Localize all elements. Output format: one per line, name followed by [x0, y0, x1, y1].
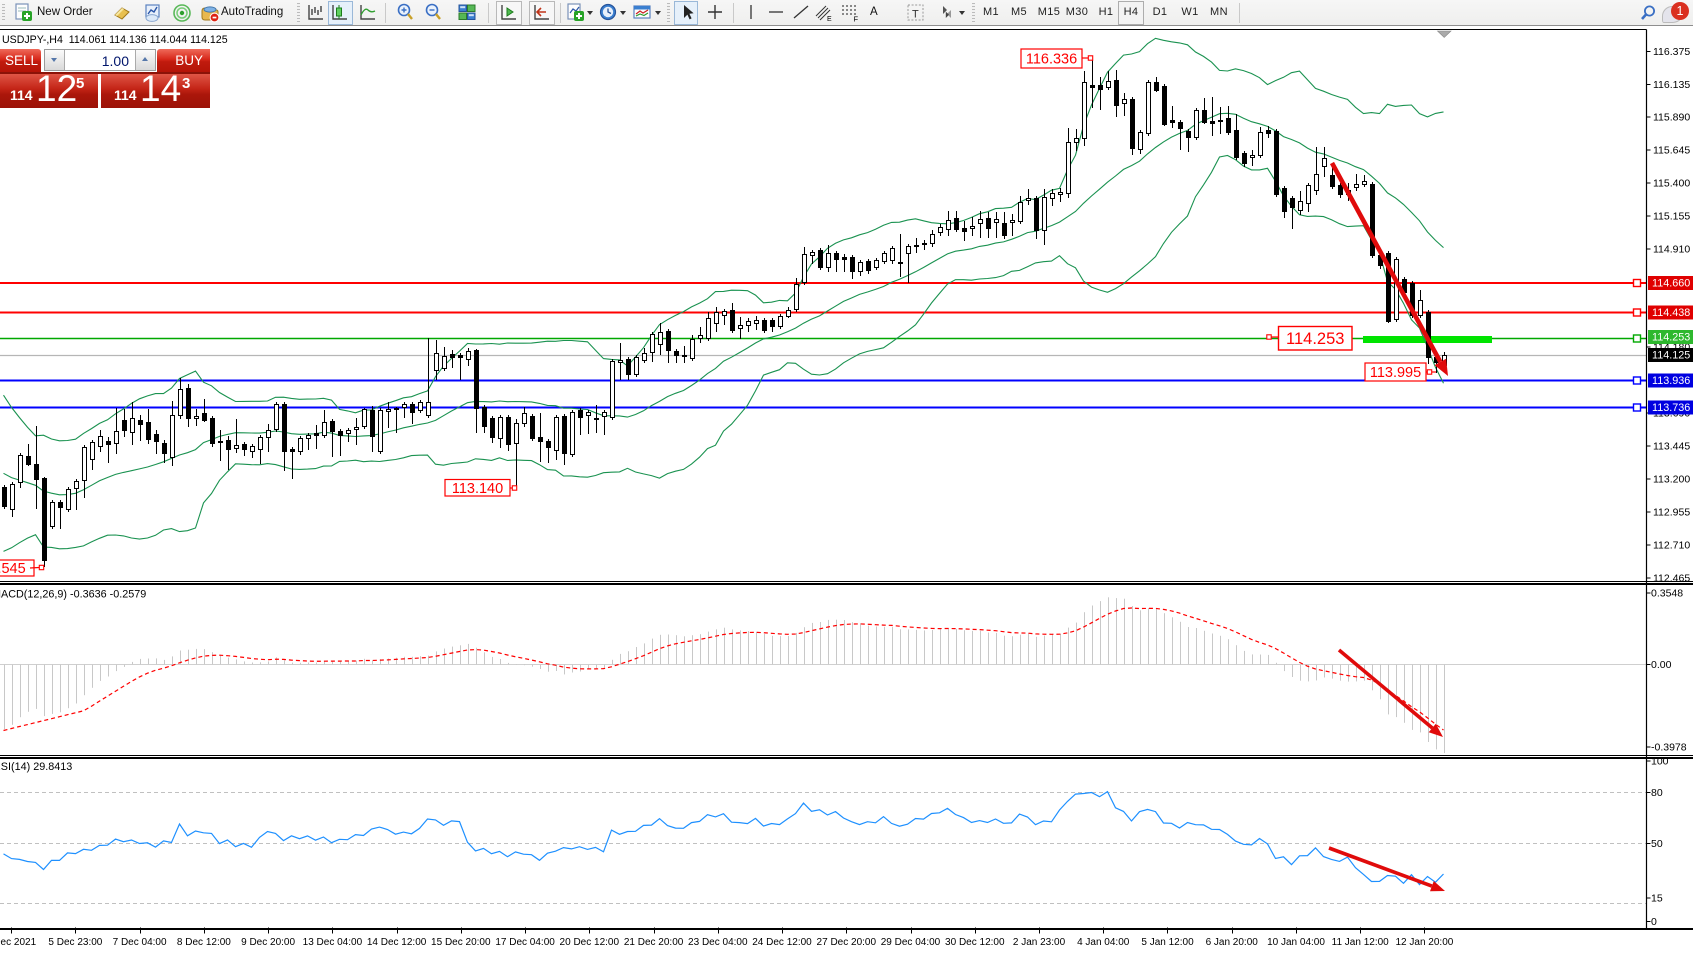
svg-text:0.00: 0.00	[1651, 659, 1672, 671]
svg-text:116.375: 116.375	[1653, 46, 1690, 58]
svg-text:14 Dec 12:00: 14 Dec 12:00	[367, 937, 427, 948]
svg-text:29 Dec 04:00: 29 Dec 04:00	[881, 937, 941, 948]
svg-text:115.400: 115.400	[1653, 178, 1690, 190]
svg-text:116.336: 116.336	[1026, 52, 1077, 68]
svg-text:21 Dec 20:00: 21 Dec 20:00	[624, 937, 684, 948]
svg-text:115.890: 115.890	[1653, 112, 1690, 124]
svg-text:27 Dec 20:00: 27 Dec 20:00	[817, 937, 877, 948]
svg-text:113.140: 113.140	[452, 481, 503, 497]
svg-text:112.465: 112.465	[1653, 573, 1690, 585]
svg-text:112.955: 112.955	[1653, 507, 1690, 519]
svg-text:MACD(12,26,9) -0.3636 -0.2579: MACD(12,26,9) -0.3636 -0.2579	[0, 589, 146, 601]
svg-text:6 Jan 20:00: 6 Jan 20:00	[1206, 937, 1259, 948]
svg-text:USDJPY-,H4 114.061 114.136 11: USDJPY-,H4 114.061 114.136 114.044 114.1…	[2, 34, 228, 46]
svg-text:114.125: 114.125	[1652, 350, 1690, 362]
svg-text:7 Dec 04:00: 7 Dec 04:00	[113, 937, 167, 948]
svg-text:15: 15	[1651, 893, 1663, 905]
svg-text:23 Dec 04:00: 23 Dec 04:00	[688, 937, 748, 948]
svg-text:9 Dec 20:00: 9 Dec 20:00	[241, 937, 295, 948]
svg-text:T: T	[912, 9, 919, 21]
svg-text:13 Dec 04:00: 13 Dec 04:00	[303, 937, 363, 948]
svg-text:12 Jan 20:00: 12 Jan 20:00	[1395, 937, 1453, 948]
svg-text:20 Dec 12:00: 20 Dec 12:00	[560, 937, 620, 948]
svg-text:113.736: 113.736	[1652, 402, 1690, 414]
svg-text:115.645: 115.645	[1653, 145, 1690, 157]
svg-text:112.710: 112.710	[1653, 540, 1690, 552]
svg-text:F: F	[854, 15, 859, 24]
svg-text:114.253: 114.253	[1652, 332, 1690, 344]
svg-text:3 Dec 2021: 3 Dec 2021	[0, 937, 37, 948]
svg-text:4 Jan 04:00: 4 Jan 04:00	[1077, 937, 1130, 948]
svg-text:5 Jan 12:00: 5 Jan 12:00	[1141, 937, 1194, 948]
svg-text:112.545: 112.545	[0, 561, 26, 577]
svg-text:100: 100	[1651, 756, 1669, 768]
svg-text:113.936: 113.936	[1652, 375, 1690, 387]
svg-text:17 Dec 04:00: 17 Dec 04:00	[495, 937, 555, 948]
svg-text:-0.3978: -0.3978	[1651, 742, 1687, 754]
svg-text:113.445: 113.445	[1653, 441, 1690, 453]
svg-text:116.135: 116.135	[1653, 79, 1690, 91]
svg-text:24 Dec 12:00: 24 Dec 12:00	[752, 937, 812, 948]
svg-text:5 Dec 23:00: 5 Dec 23:00	[48, 937, 102, 948]
svg-text:80: 80	[1651, 787, 1663, 799]
svg-text:114.910: 114.910	[1653, 244, 1690, 256]
svg-text:15 Dec 20:00: 15 Dec 20:00	[431, 937, 491, 948]
svg-text:0.3548: 0.3548	[1651, 588, 1683, 600]
svg-text:0: 0	[1651, 916, 1657, 928]
svg-text:11 Jan 12:00: 11 Jan 12:00	[1332, 937, 1390, 948]
svg-text:115.155: 115.155	[1653, 211, 1690, 223]
svg-text:113.200: 113.200	[1653, 474, 1690, 486]
svg-text:50: 50	[1651, 838, 1663, 850]
svg-text:114.253: 114.253	[1286, 330, 1344, 348]
svg-text:2 Jan 23:00: 2 Jan 23:00	[1013, 937, 1066, 948]
svg-text:113.995: 113.995	[1370, 365, 1421, 381]
svg-text:8 Dec 12:00: 8 Dec 12:00	[177, 937, 231, 948]
svg-text:10 Jan 04:00: 10 Jan 04:00	[1267, 937, 1325, 948]
svg-text:114.660: 114.660	[1652, 278, 1690, 290]
svg-text:E: E	[827, 16, 832, 23]
svg-text:30 Dec 12:00: 30 Dec 12:00	[945, 937, 1005, 948]
svg-text:RSI(14) 29.8413: RSI(14) 29.8413	[0, 761, 72, 773]
svg-text:114.438: 114.438	[1652, 307, 1690, 319]
